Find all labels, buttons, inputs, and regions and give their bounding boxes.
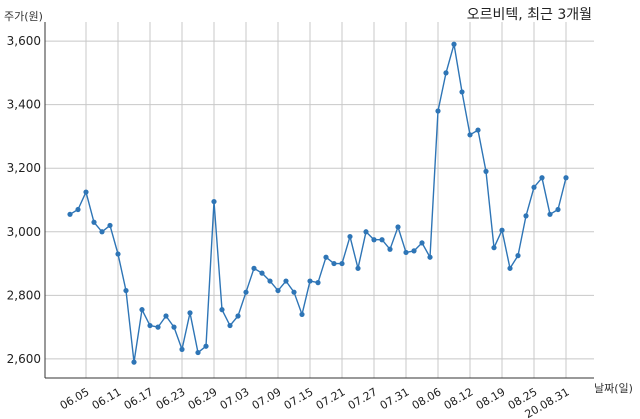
data-point <box>379 237 385 243</box>
data-point <box>531 184 537 190</box>
data-point <box>139 307 145 313</box>
series-points <box>67 41 569 365</box>
data-point <box>451 41 457 47</box>
y-tick-labels: 2,600 2,800 3,000 3,200 3,400 3,600 <box>7 34 41 366</box>
data-point <box>83 189 89 195</box>
data-point <box>147 322 153 329</box>
data-point <box>123 287 129 294</box>
data-point <box>555 206 561 213</box>
y-axis-label: 주가(원) <box>4 10 43 23</box>
data-point <box>475 127 481 133</box>
data-point <box>467 132 473 138</box>
data-point <box>243 289 249 295</box>
chart-title: 오르비텍, 최근 3개월 <box>466 7 592 23</box>
x-tick-label: 06.17 <box>122 385 156 412</box>
x-tick-label: 07.15 <box>282 385 316 412</box>
data-point <box>227 322 233 329</box>
data-point <box>539 175 545 181</box>
data-point <box>251 265 257 271</box>
data-point <box>91 219 97 225</box>
x-tick-label: 06.11 <box>90 385 124 412</box>
data-point <box>411 248 417 254</box>
data-point <box>347 233 353 240</box>
data-point <box>291 289 297 295</box>
grid <box>45 22 594 378</box>
data-point <box>443 70 449 76</box>
data-point <box>307 278 313 284</box>
axes <box>44 22 594 379</box>
data-point <box>387 246 393 252</box>
data-point <box>459 89 465 95</box>
y-tick-label: 3,600 <box>7 34 41 48</box>
data-point <box>203 343 209 349</box>
data-point <box>523 213 529 219</box>
data-point <box>395 224 401 230</box>
x-tick-label: 08.19 <box>474 385 508 412</box>
x-tick-label: 06.05 <box>58 385 92 412</box>
data-point <box>171 324 177 330</box>
data-point <box>219 307 225 313</box>
data-point <box>99 229 105 235</box>
data-point <box>427 254 433 260</box>
y-tick-label: 2,800 <box>7 288 41 302</box>
x-tick-label: 08.06 <box>410 385 444 412</box>
x-tick-label: 06.29 <box>186 385 220 412</box>
data-point <box>371 237 377 243</box>
data-point <box>283 278 289 284</box>
x-tick-label: 08.12 <box>442 385 476 412</box>
data-point <box>323 254 329 260</box>
y-tick-label: 3,400 <box>7 98 41 112</box>
data-point <box>235 313 241 319</box>
data-point <box>179 346 185 352</box>
x-tick-label: 07.03 <box>218 385 252 412</box>
data-point <box>259 270 265 276</box>
data-point <box>403 249 409 256</box>
x-tick-label: 06.23 <box>154 385 188 412</box>
y-tick-label: 2,600 <box>7 352 41 366</box>
data-point <box>155 324 161 330</box>
data-point <box>339 260 345 267</box>
series-line <box>69 43 567 363</box>
data-point <box>195 349 201 356</box>
data-point <box>563 175 569 181</box>
data-point <box>491 245 497 251</box>
data-point <box>187 310 193 316</box>
data-point <box>75 206 81 213</box>
x-tick-label: 07.31 <box>378 385 412 412</box>
data-point <box>115 251 121 257</box>
data-point <box>515 253 521 259</box>
data-point <box>507 265 513 271</box>
data-point <box>355 265 361 271</box>
data-point <box>275 287 281 294</box>
data-point <box>435 108 441 114</box>
data-point <box>483 168 489 174</box>
data-point <box>331 260 337 267</box>
data-point <box>419 240 425 246</box>
x-tick-label: 07.09 <box>250 385 284 412</box>
data-point <box>67 211 73 217</box>
x-axis-label: 날짜(일) <box>594 382 633 395</box>
data-point <box>547 211 553 217</box>
data-point <box>163 313 169 319</box>
data-point <box>267 278 273 284</box>
data-point <box>299 311 305 318</box>
data-point <box>499 227 505 233</box>
x-tick-label: 07.21 <box>314 385 348 412</box>
y-tick-label: 3,200 <box>7 161 41 175</box>
data-point <box>315 280 321 286</box>
data-point <box>363 229 369 235</box>
x-tick-label: 07.27 <box>346 385 380 412</box>
data-point <box>211 198 217 205</box>
y-tick-label: 3,000 <box>7 225 41 239</box>
data-point <box>107 222 113 229</box>
x-tick-labels: 06.0506.1106.1706.2306.2907.0307.0907.15… <box>58 385 572 419</box>
data-point <box>131 359 137 365</box>
series-lines <box>69 43 567 363</box>
